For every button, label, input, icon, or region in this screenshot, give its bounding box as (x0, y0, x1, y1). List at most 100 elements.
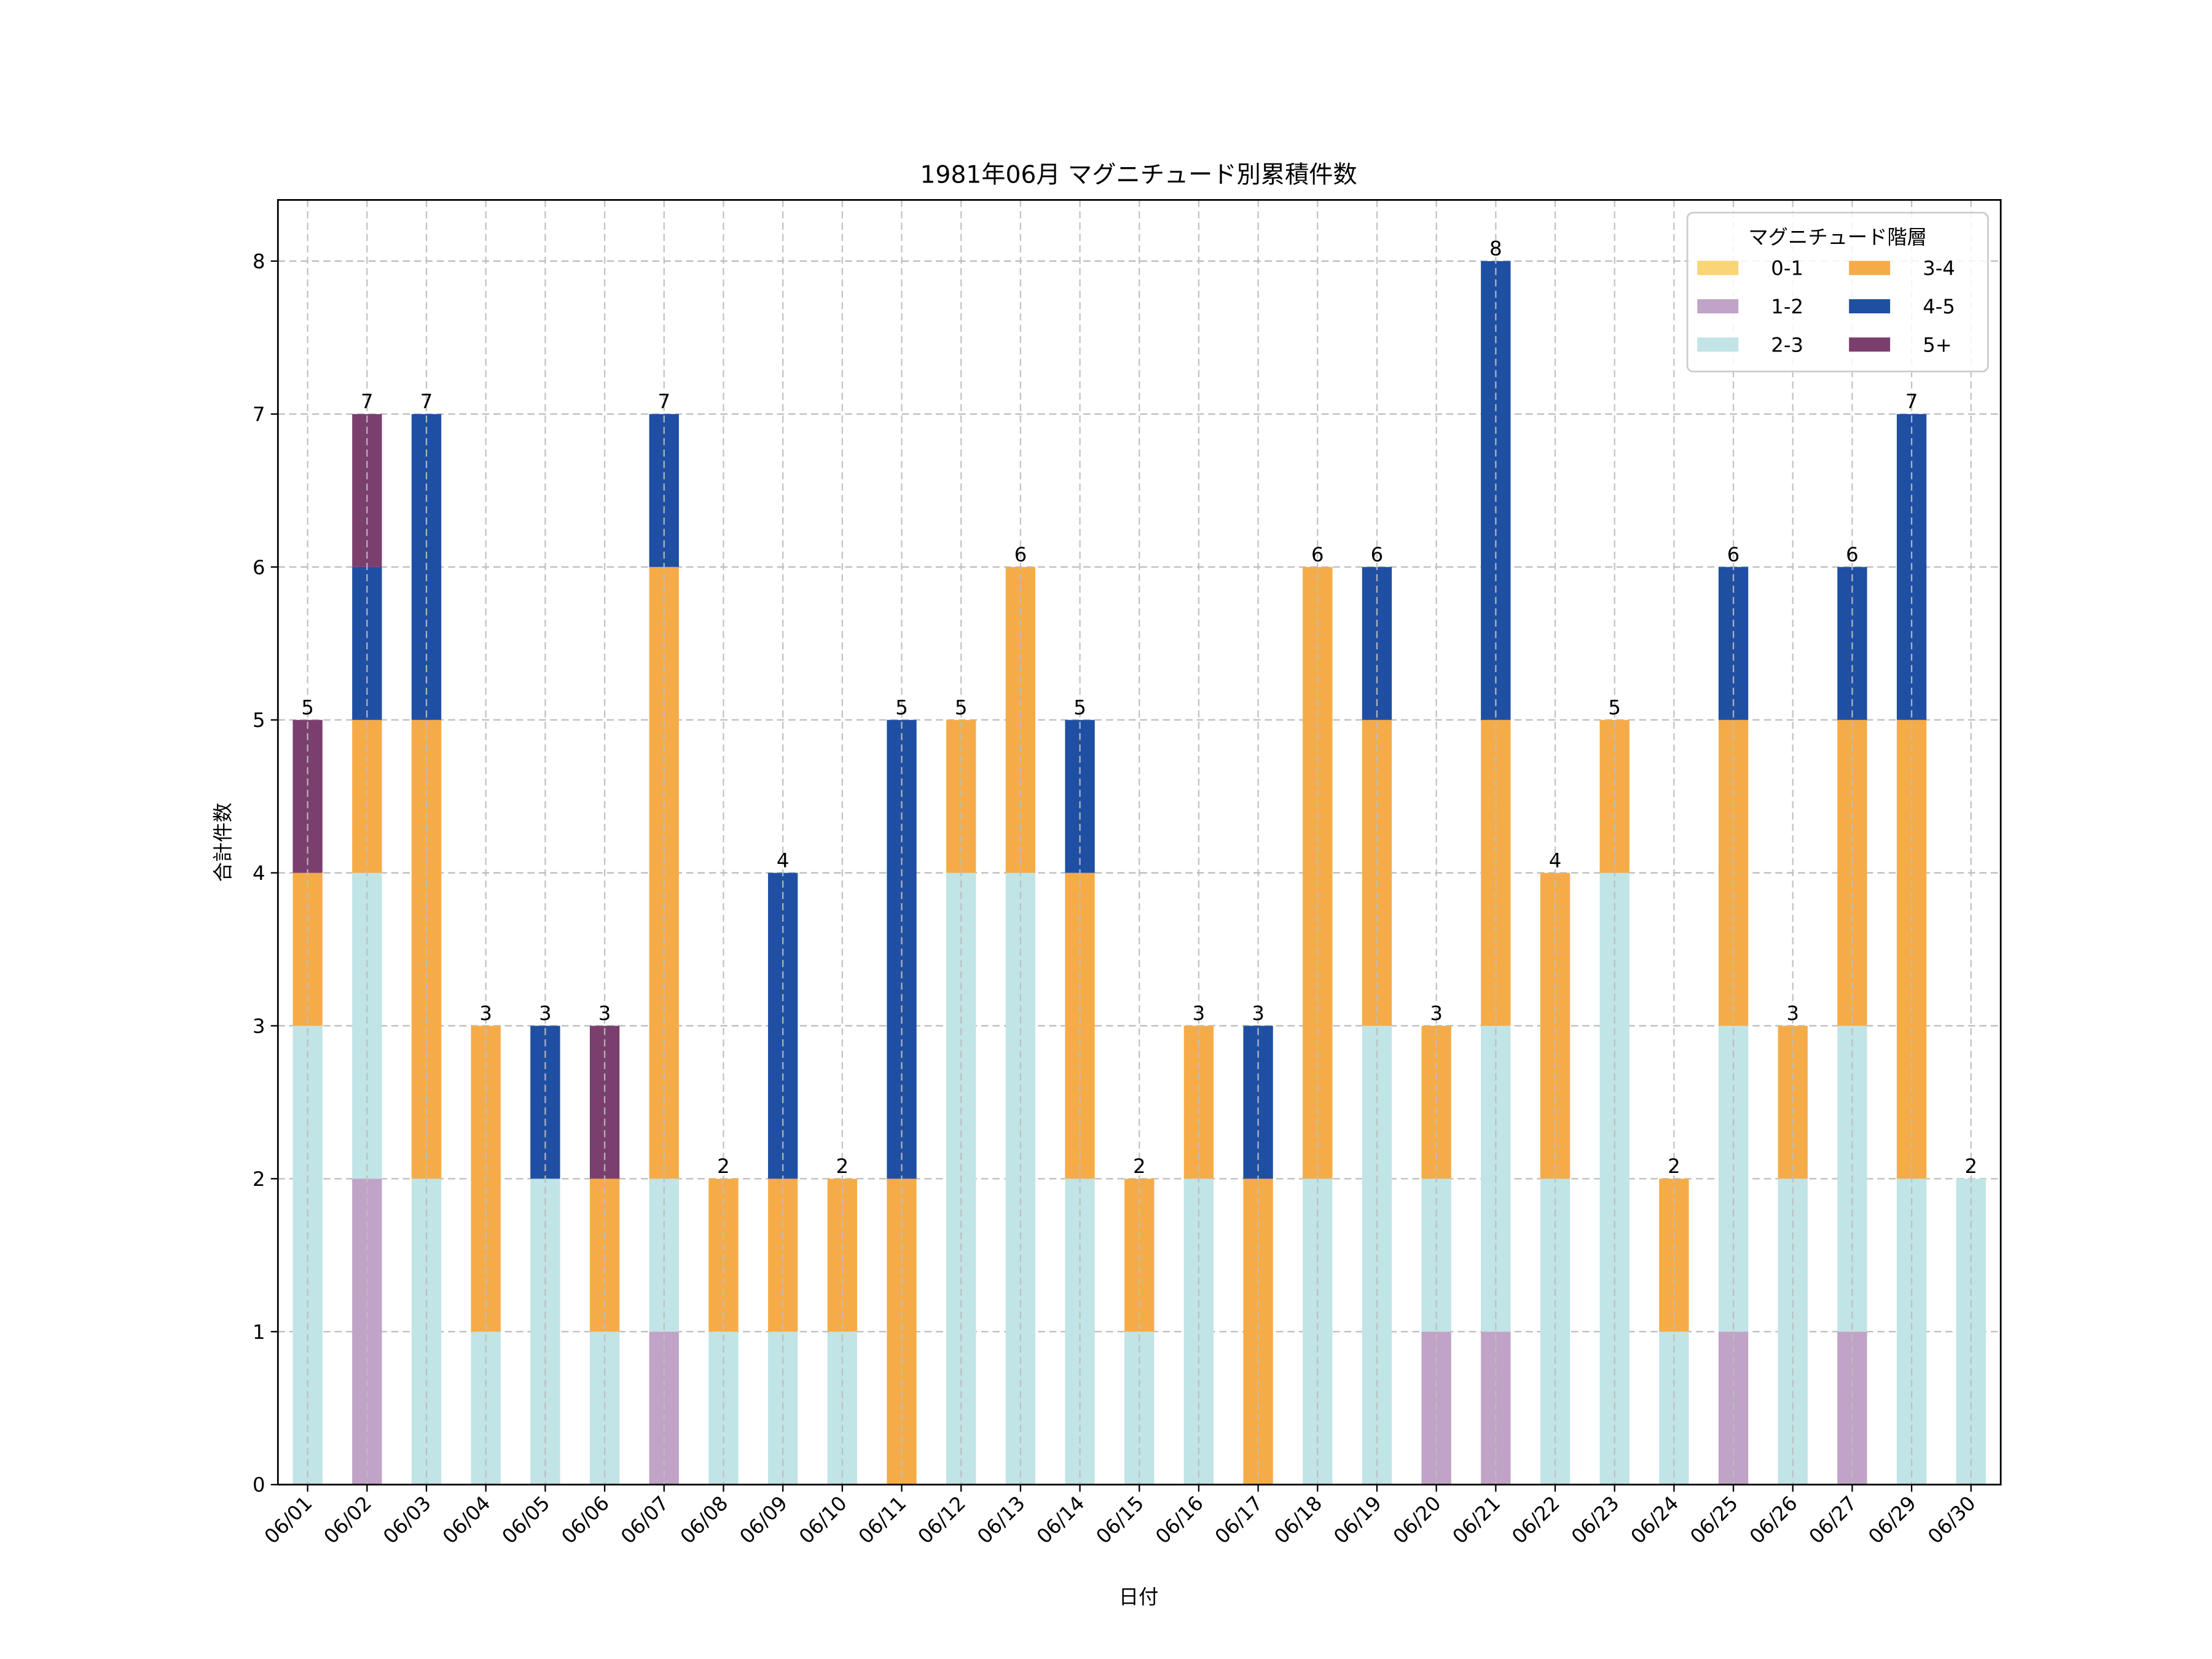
y-tick-label: 4 (253, 861, 265, 885)
total-label: 2 (1133, 1155, 1146, 1178)
total-label: 3 (1786, 1002, 1799, 1025)
x-tick-label: 06/05 (498, 1491, 555, 1548)
bar-segment-2-3 (1183, 1179, 1214, 1485)
total-label: 5 (1608, 696, 1621, 719)
legend-label: 4-5 (1923, 295, 1955, 318)
legend-swatch-3-4 (1849, 261, 1891, 275)
x-tick-label: 06/24 (1626, 1491, 1684, 1548)
total-label: 3 (479, 1002, 492, 1025)
bar-segment-3-4 (1243, 1179, 1273, 1485)
legend-label: 5+ (1923, 333, 1952, 356)
x-tick-label: 06/23 (1567, 1491, 1624, 1548)
bar-segment-2-3 (1896, 1179, 1927, 1485)
total-label: 6 (1311, 543, 1324, 567)
legend-label: 3-4 (1923, 257, 1955, 280)
y-tick-label: 6 (253, 555, 265, 579)
bar-segment-3-4 (887, 1179, 917, 1485)
x-tick-label: 06/29 (1864, 1491, 1921, 1548)
y-axis: 0 1 2 3 4 5 6 7 8 (253, 249, 278, 1497)
x-tick-label: 06/18 (1269, 1491, 1327, 1548)
y-axis-label: 合計件数 (211, 802, 235, 882)
bar-segment-2-3 (1956, 1179, 1986, 1485)
total-label: 8 (1489, 237, 1502, 261)
y-tick-label: 0 (253, 1473, 265, 1497)
bar-segment-2-3 (411, 1179, 442, 1485)
total-label: 3 (1193, 1002, 1206, 1025)
total-label: 5 (955, 696, 968, 719)
x-tick-label: 06/02 (320, 1491, 377, 1548)
x-tick-label: 06/19 (1329, 1491, 1386, 1548)
x-tick-label: 06/12 (913, 1491, 970, 1548)
legend: マグニチュード階層 0-1 1-2 2-3 3-4 4-5 5+ (1686, 211, 1989, 372)
y-tick-label: 1 (253, 1320, 265, 1344)
total-label: 5 (301, 696, 314, 719)
x-tick-label: 06/04 (438, 1491, 495, 1548)
x-tick-label: 06/26 (1745, 1491, 1802, 1548)
bar-segment-3-4 (1540, 873, 1571, 1179)
bar-segment-2-3 (1303, 1179, 1333, 1485)
legend-label: 2-3 (1771, 333, 1803, 356)
bar-segment-1-2 (352, 1179, 382, 1485)
total-label: 2 (836, 1155, 849, 1178)
x-tick-label: 06/10 (794, 1491, 852, 1548)
x-tick-label: 06/01 (260, 1491, 317, 1548)
total-label: 7 (657, 390, 670, 414)
total-label: 7 (420, 390, 433, 414)
x-tick-label: 06/20 (1389, 1491, 1446, 1548)
x-tick-label: 06/08 (676, 1491, 733, 1548)
x-tick-label: 06/03 (378, 1491, 436, 1548)
legend-label: 0-1 (1771, 257, 1803, 280)
legend-frame (1686, 211, 1989, 372)
total-label: 6 (1727, 543, 1740, 567)
x-tick-label: 06/07 (616, 1491, 673, 1548)
x-tick-label: 06/30 (1923, 1491, 1980, 1548)
y-tick-label: 7 (253, 402, 265, 426)
x-tick-label: 06/25 (1685, 1491, 1743, 1548)
total-label: 7 (361, 390, 374, 414)
total-label: 4 (1549, 849, 1562, 872)
x-tick-label: 06/27 (1805, 1491, 1862, 1548)
x-tick-label: 06/21 (1448, 1491, 1505, 1548)
total-label: 4 (777, 849, 790, 872)
total-label: 3 (1252, 1002, 1265, 1025)
grid-lines (278, 260, 2001, 1486)
bar-segment-3-4 (1065, 873, 1095, 1179)
total-label: 2 (1668, 1155, 1681, 1178)
bar-segment-3-4 (1005, 567, 1036, 873)
bar-segment-2-3 (1778, 1179, 1808, 1485)
x-tick-label: 06/15 (1091, 1491, 1148, 1548)
bar-segment-2-3 (530, 1179, 560, 1485)
total-label: 3 (598, 1002, 611, 1025)
x-tick-label: 06/16 (1151, 1491, 1208, 1548)
total-label: 2 (717, 1155, 730, 1178)
bars (292, 200, 1986, 1485)
bar-segment-4-5 (767, 873, 798, 1179)
y-tick-label: 2 (253, 1167, 265, 1191)
bar-segment-2-3 (1540, 1179, 1571, 1485)
x-axis: 06/01 06/02 06/03 06/04 06/05 06/06 06/07 06/08… (260, 1484, 1980, 1548)
bar-segment-2-3 (1065, 1179, 1095, 1485)
legend-swatch-2-3 (1697, 337, 1739, 352)
x-tick-label: 06/14 (1032, 1491, 1089, 1548)
y-tick-label: 3 (253, 1014, 265, 1038)
total-label: 3 (1430, 1002, 1443, 1025)
bar-segment-2-3 (352, 873, 382, 1179)
legend-swatch-0-1 (1697, 261, 1739, 275)
legend-label: 1-2 (1771, 295, 1803, 318)
total-label: 7 (1905, 390, 1918, 414)
total-label: 6 (1014, 543, 1027, 567)
x-tick-label: 06/09 (735, 1491, 792, 1548)
total-label: 6 (1846, 543, 1859, 567)
total-label: 2 (1965, 1155, 1978, 1178)
legend-title: マグニチュード階層 (1748, 226, 1927, 249)
chart-title: 1981年06月 マグニチュード別累積件数 (920, 162, 1357, 189)
total-label: 5 (1073, 696, 1086, 719)
x-tick-label: 06/22 (1507, 1491, 1564, 1548)
legend-swatch-5+ (1849, 337, 1891, 352)
x-tick-label: 06/06 (557, 1491, 614, 1548)
x-axis-label: 日付 (1119, 1585, 1159, 1609)
total-label: 6 (1371, 543, 1384, 567)
legend-swatch-1-2 (1697, 299, 1739, 313)
legend-swatch-4-5 (1849, 299, 1891, 313)
